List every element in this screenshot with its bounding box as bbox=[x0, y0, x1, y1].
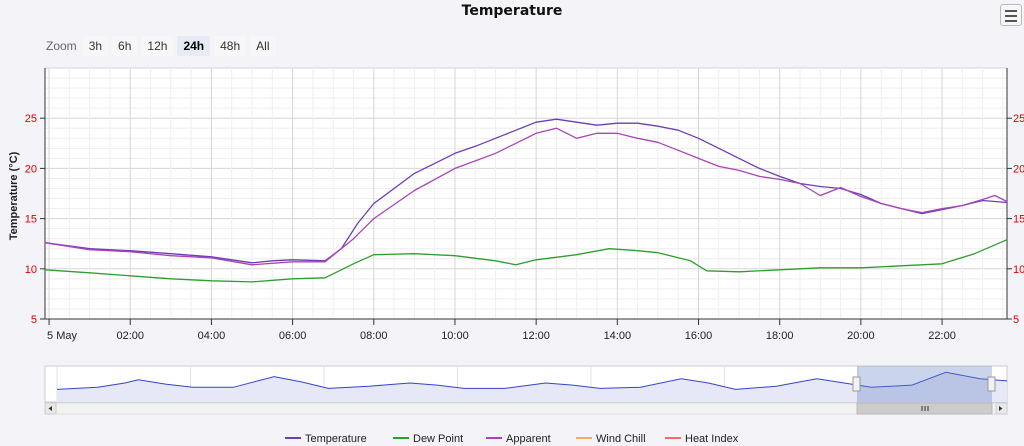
y-tick-label-right: 10 bbox=[1013, 264, 1024, 276]
scrollbar-right-arrow-icon bbox=[999, 406, 1003, 411]
zoom-button-24h[interactable]: 24h bbox=[177, 36, 211, 56]
scrollbar-grip-icon bbox=[921, 406, 929, 411]
y-tick-label-left: 20 bbox=[25, 163, 37, 175]
x-tick-label: 16:00 bbox=[685, 330, 713, 342]
y-tick-label-right: 15 bbox=[1013, 214, 1024, 226]
x-tick-label: 06:00 bbox=[279, 330, 307, 342]
plot-area bbox=[45, 68, 1007, 319]
zoom-button-3h[interactable]: 3h bbox=[82, 36, 109, 56]
x-tick-label: 12:00 bbox=[522, 330, 550, 342]
menu-bar-icon bbox=[1005, 15, 1017, 17]
navigator-right-handle[interactable] bbox=[987, 376, 996, 392]
y-tick-label-left: 10 bbox=[25, 264, 37, 276]
zoom-label: Zoom bbox=[46, 39, 77, 53]
x-tick-label: 18:00 bbox=[766, 330, 794, 342]
x-tick-label: 10:00 bbox=[441, 330, 469, 342]
menu-bar-icon bbox=[1005, 20, 1017, 22]
chart-menu-button[interactable] bbox=[1000, 4, 1022, 26]
x-tick-label: 08:00 bbox=[360, 330, 388, 342]
navigator-line bbox=[56, 371, 1008, 390]
chart-title: Temperature bbox=[461, 3, 563, 19]
x-tick-label: 5 May bbox=[47, 330, 77, 342]
legend-item-heat-index[interactable]: Heat Index bbox=[685, 433, 739, 445]
legend-item-apparent[interactable]: Apparent bbox=[506, 433, 551, 445]
zoom-button-12h[interactable]: 12h bbox=[141, 36, 174, 56]
zoom-selector: Zoom 3h 6h 12h 24h 48h All bbox=[46, 36, 280, 56]
legend-item-temperature[interactable]: Temperature bbox=[305, 433, 367, 445]
y-tick-label-left: 15 bbox=[25, 214, 37, 226]
navigator-left-handle[interactable] bbox=[852, 376, 861, 392]
x-tick-label: 20:00 bbox=[847, 330, 875, 342]
y-tick-label-left: 5 bbox=[31, 314, 37, 326]
scrollbar-left-arrow-icon bbox=[48, 406, 52, 411]
series-line-temperature[interactable] bbox=[44, 118, 1008, 264]
y-tick-label-right: 25 bbox=[1013, 113, 1024, 125]
x-tick-label: 22:00 bbox=[928, 330, 956, 342]
series-line-apparent[interactable] bbox=[44, 127, 1008, 266]
y-tick-label-right: 20 bbox=[1013, 163, 1024, 175]
menu-bar-icon bbox=[1005, 10, 1017, 12]
zoom-button-6h[interactable]: 6h bbox=[112, 36, 138, 56]
zoom-button-all[interactable]: All bbox=[250, 36, 276, 56]
y-tick-label-right: 5 bbox=[1013, 314, 1019, 326]
y-axis-title: Temperature (°C) bbox=[8, 151, 20, 240]
x-tick-label: 04:00 bbox=[198, 330, 226, 342]
zoom-button-48h[interactable]: 48h bbox=[214, 36, 247, 56]
legend-item-dew-point[interactable]: Dew Point bbox=[413, 433, 463, 445]
navigator-area bbox=[57, 372, 1007, 402]
navigator-selection[interactable] bbox=[857, 366, 992, 402]
x-tick-label: 02:00 bbox=[116, 330, 144, 342]
legend-item-wind-chill[interactable]: Wind Chill bbox=[596, 433, 646, 445]
y-tick-label-left: 25 bbox=[25, 113, 37, 125]
series-line-dew-point[interactable] bbox=[44, 239, 1008, 283]
x-tick-label: 14:00 bbox=[604, 330, 632, 342]
